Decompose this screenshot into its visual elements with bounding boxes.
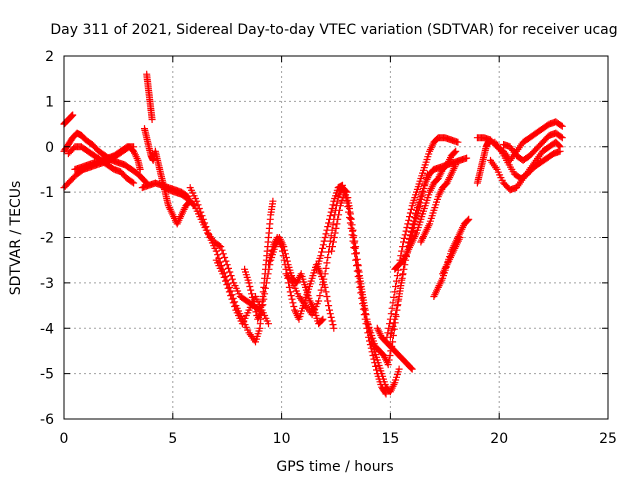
data-points (60, 70, 566, 398)
plus-markers (60, 70, 566, 398)
x-tick-label: 20 (490, 431, 508, 447)
y-tick-label: -2 (40, 231, 54, 247)
x-tick-label: 5 (168, 431, 177, 447)
y-tick-label: -3 (40, 276, 54, 292)
y-tick-label: -1 (40, 185, 54, 201)
y-tick-label: 0 (45, 140, 54, 156)
y-tick-label: -4 (40, 321, 54, 337)
y-tick-label: -5 (40, 367, 54, 383)
x-tick-label: 10 (273, 431, 291, 447)
y-tick-label: 1 (45, 94, 54, 110)
y-tick-label: 2 (45, 49, 54, 65)
axis-ticks: 0 5 10 15 20 25 -6 -5 -4 -3 -2 -1 0 1 2 (40, 49, 617, 447)
x-axis-label: GPS time / hours (276, 459, 393, 475)
chart-title: Day 311 of 2021, Sidereal Day-to-day VTE… (50, 22, 617, 38)
x-tick-label: 0 (60, 431, 69, 447)
y-tick-label: -6 (40, 412, 54, 428)
x-tick-label: 25 (599, 431, 617, 447)
x-tick-label: 15 (381, 431, 399, 447)
y-axis-label: SDTVAR / TECUs (8, 181, 24, 296)
